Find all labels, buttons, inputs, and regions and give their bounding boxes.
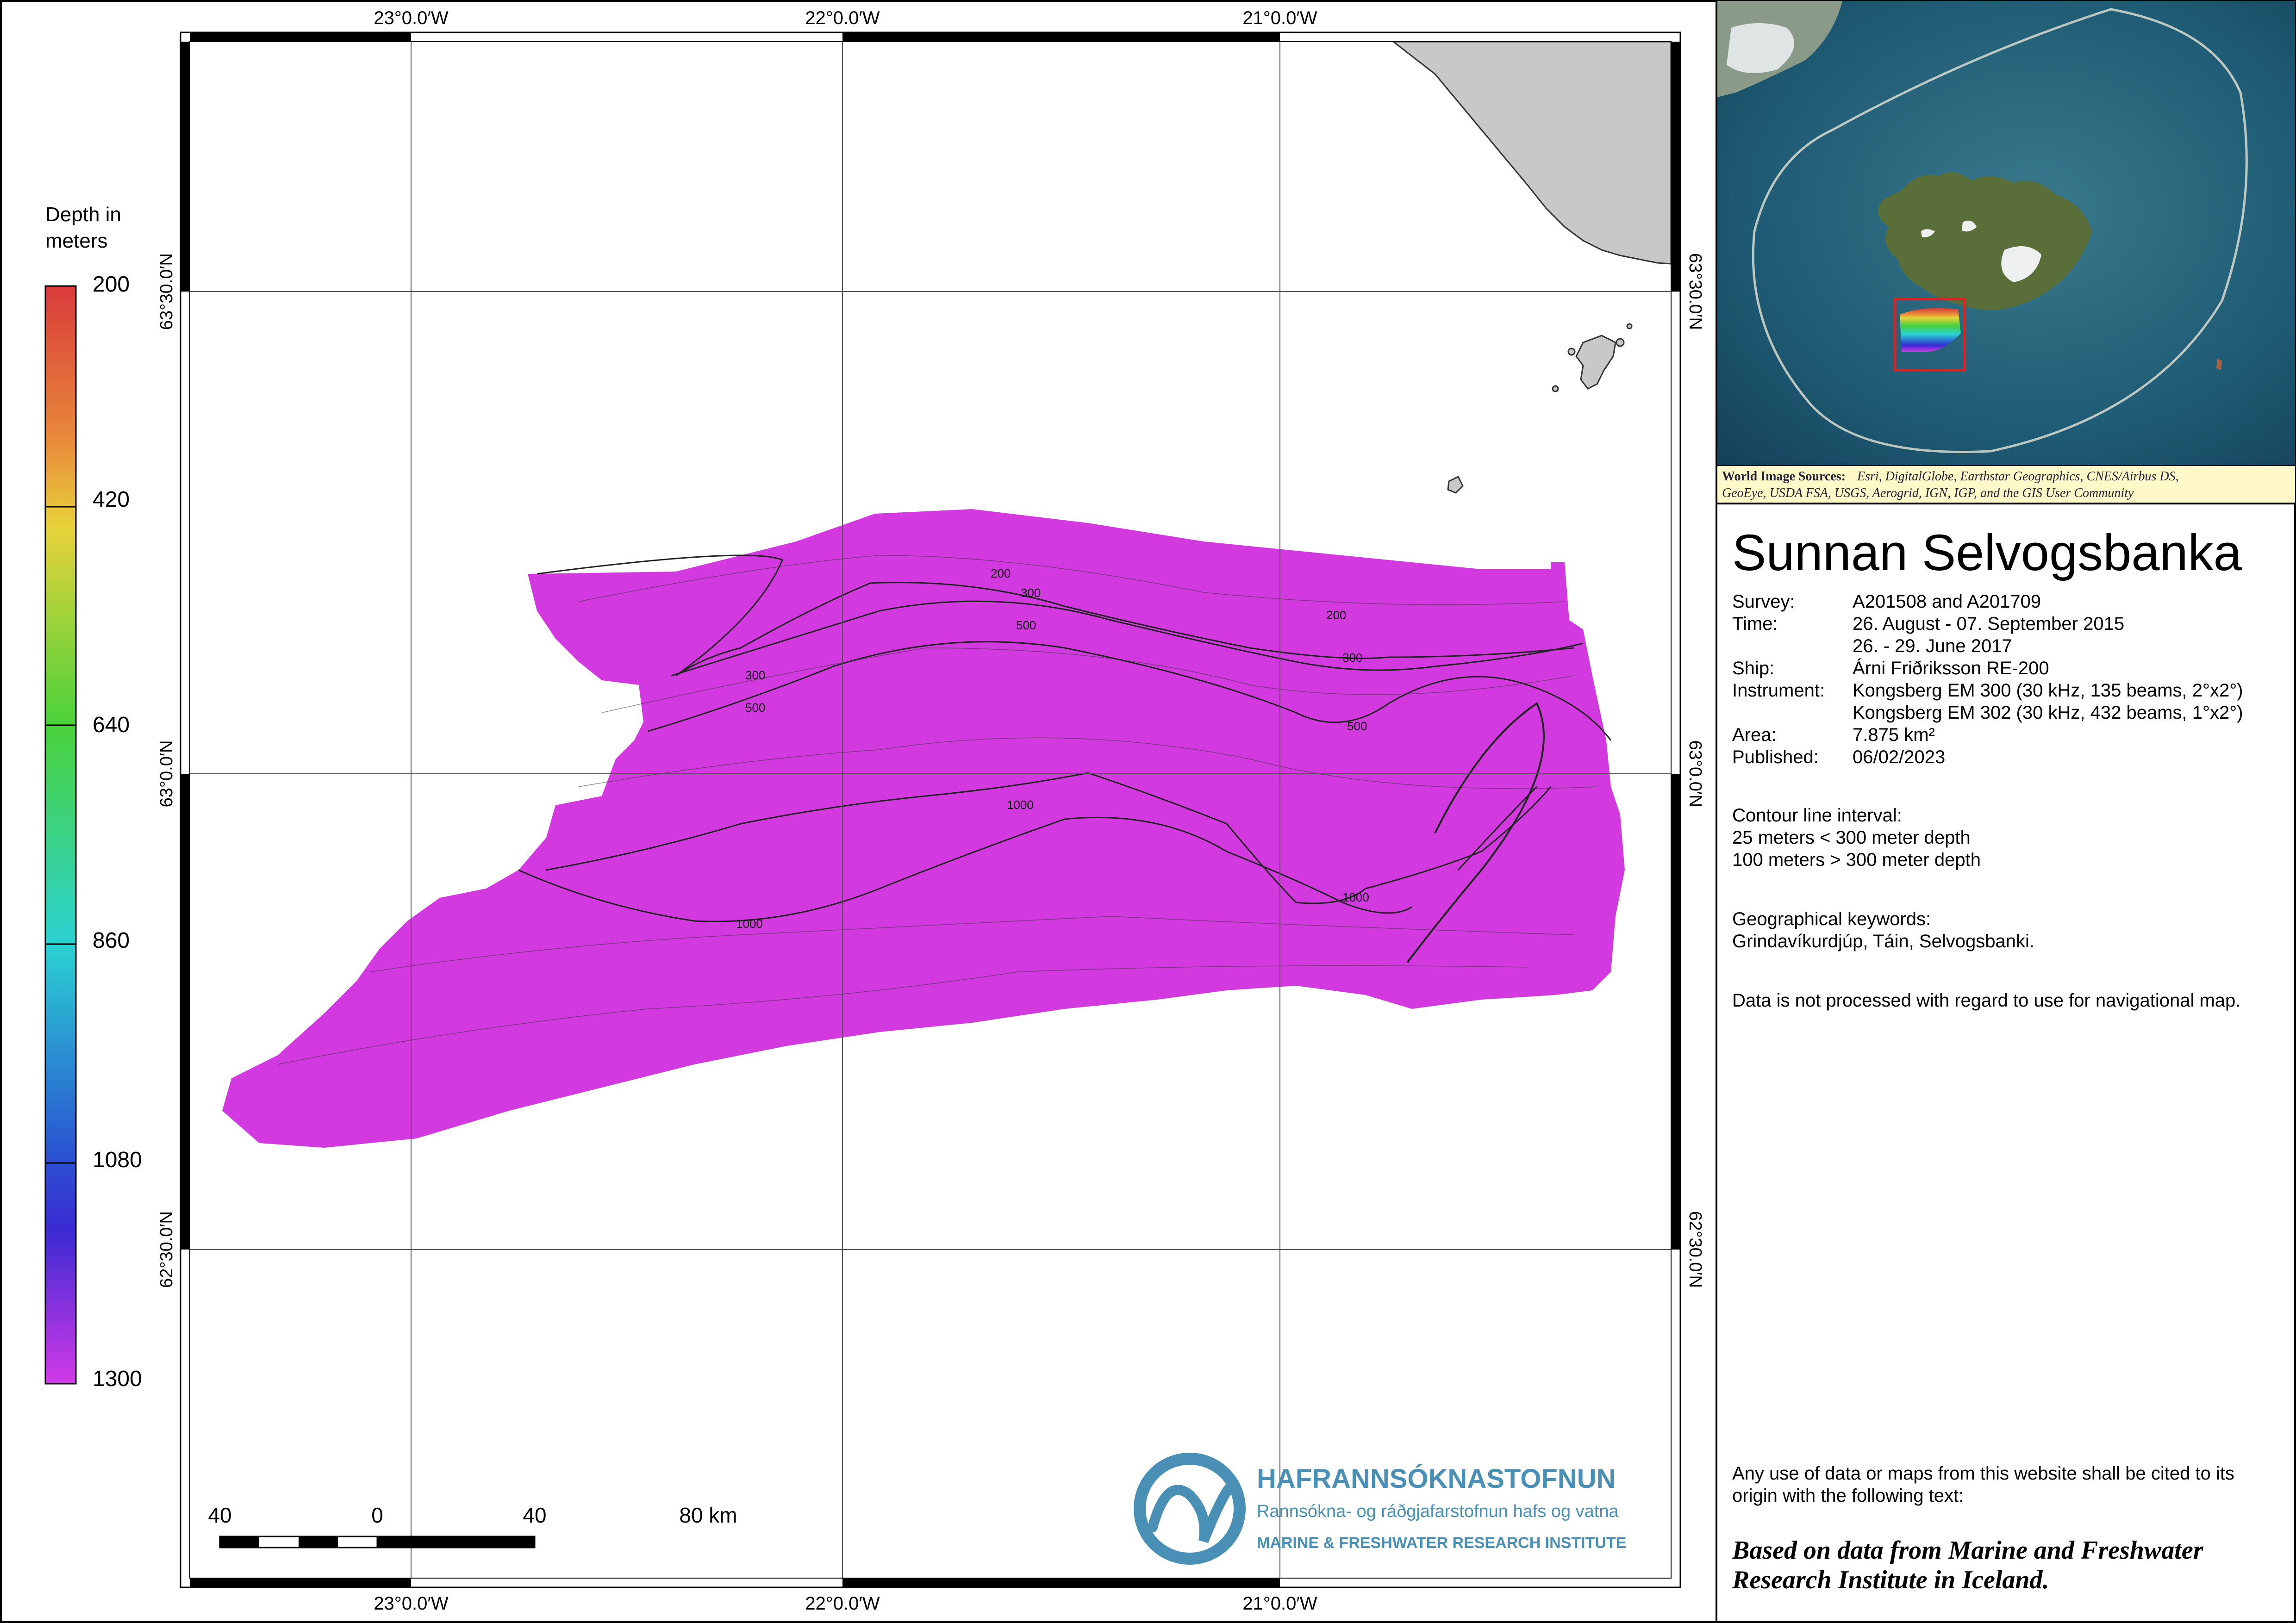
citation-intro: origin with the following text: — [1732, 1485, 2288, 1507]
legend-title: meters — [45, 230, 107, 252]
scale-label: 40 — [523, 1503, 546, 1527]
meta-row: Survey: A201508 and A201709 — [1732, 591, 2288, 613]
contour-line-1: 25 meters < 300 meter depth — [1732, 827, 2288, 849]
meta-row: Ship: Árni Friðriksson RE-200 — [1732, 657, 2288, 679]
nav-disclaimer: Data is not processed with regard to use… — [1732, 989, 2288, 1012]
meta-key: Area: — [1732, 724, 1853, 746]
island-small-3 — [1568, 348, 1575, 355]
lon-label-top: 22°0.0′W — [805, 8, 880, 28]
meta-row: Time: 26. August - 07. September 2015 — [1732, 613, 2288, 635]
meta-value: 7.875 km² — [1853, 724, 2288, 746]
meta-value: Kongsberg EM 300 (30 kHz, 135 beams, 2°x… — [1853, 679, 2288, 702]
meta-value: 26. - 29. June 2017 — [1853, 635, 2288, 657]
lat-label-left: 63°0.0′N — [157, 740, 176, 808]
inset-source-text: Esri, DigitalGlobe, Earthstar Geographic… — [1857, 469, 2179, 484]
citation-text: Based on data from Marine and Freshwater — [1732, 1536, 2288, 1565]
lon-label-bottom: 23°0.0′W — [374, 1593, 449, 1614]
legend-tick: 200 — [93, 272, 130, 297]
lon-label-bottom: 21°0.0′W — [1242, 1593, 1317, 1614]
citation-text: Research Institute in Iceland. — [1732, 1565, 2288, 1595]
lon-label-top: 23°0.0′W — [374, 8, 449, 28]
island-small-5 — [1627, 324, 1632, 329]
inset-source-text: GeoEye, USDA FSA, USGS, Aerogrid, IGN, I… — [1722, 486, 2134, 500]
legend-tick: 860 — [93, 928, 130, 953]
meta-key: Instrument: — [1732, 679, 1853, 702]
scale-label: 40 — [208, 1503, 231, 1527]
lat-label-left: 63°30.0′N — [157, 253, 176, 330]
lat-label-right: 62°30.0′N — [1685, 1211, 1705, 1288]
contour-label: 1000 — [1342, 890, 1369, 904]
meta-key — [1732, 635, 1853, 657]
contour-label: 200 — [1326, 608, 1346, 622]
meta-row: Kongsberg EM 302 (30 kHz, 432 beams, 1°x… — [1732, 702, 2288, 724]
meta-key: Published: — [1732, 746, 1853, 768]
island-small-4 — [1553, 386, 1558, 392]
map-title: Sunnan Selvogsbanka — [1732, 523, 2288, 583]
info-panel: Sunnan Selvogsbanka Survey: A201508 and A… — [1732, 523, 2288, 1012]
keywords-text: Grindavíkurdjúp, Táin, Selvogsbanki. — [1732, 930, 2288, 952]
meta-row: 26. - 29. June 2017 — [1732, 635, 2288, 657]
keywords-info: Geographical keywords: Grindavíkurdjúp, … — [1732, 908, 2288, 952]
meta-key: Ship: — [1732, 657, 1853, 679]
meta-value: Kongsberg EM 302 (30 kHz, 432 beams, 1°x… — [1853, 702, 2288, 724]
citation-intro: Any use of data or maps from this websit… — [1732, 1462, 2288, 1485]
island-small-2 — [1616, 339, 1624, 346]
legend-title: Depth in — [45, 203, 121, 226]
meta-key: Time: — [1732, 613, 1853, 635]
meta-value: 26. August - 07. September 2015 — [1853, 613, 2288, 635]
lon-label-top: 21°0.0′W — [1242, 8, 1317, 28]
metadata-table: Survey: A201508 and A201709 Time: 26. Augu… — [1732, 591, 2288, 768]
contour-label: 300 — [1342, 651, 1362, 665]
scale-label: 80 km — [679, 1503, 737, 1527]
meta-key — [1732, 702, 1853, 724]
contour-label: 300 — [1021, 586, 1041, 600]
lat-label-right: 63°30.0′N — [1685, 253, 1705, 330]
contour-label: 1000 — [736, 917, 763, 931]
lat-label-right: 63°0.0′N — [1685, 740, 1705, 808]
logo-subtitle: Rannsókna- og ráðgjafarstofnun hafs og v… — [1257, 1502, 1619, 1521]
lat-label-left: 62°30.0′N — [157, 1211, 176, 1288]
logo-english: MARINE & FRESHWATER RESEARCH INSTITUTE — [1257, 1534, 1626, 1552]
meta-key: Survey: — [1732, 591, 1853, 613]
citation-panel: Any use of data or maps from this websit… — [1732, 1462, 2288, 1595]
keywords-heading: Geographical keywords: — [1732, 908, 2288, 930]
inset-map[interactable]: World Image Sources: Esri, DigitalGlobe,… — [1717, 1, 2295, 504]
scale-label: 0 — [371, 1503, 383, 1527]
meta-row: Published: 06/02/2023 — [1732, 746, 2288, 768]
contour-label: 500 — [1016, 618, 1036, 632]
inset-source-label: World Image Sources: — [1722, 469, 1846, 484]
legend-tick: 640 — [93, 713, 130, 737]
legend-colorbar — [45, 286, 76, 1384]
contour-label: 200 — [991, 566, 1011, 580]
lon-label-bottom: 22°0.0′W — [805, 1593, 880, 1614]
legend-tick: 420 — [93, 487, 130, 512]
meta-value: A201508 and A201709 — [1853, 591, 2288, 613]
contour-info: Contour line interval: 25 meters < 300 m… — [1732, 804, 2288, 871]
contour-label: 1000 — [1007, 798, 1034, 812]
contour-label: 500 — [745, 701, 765, 715]
contour-label: 500 — [1347, 719, 1367, 733]
legend-tick: 1080 — [93, 1148, 142, 1172]
logo-name: HAFRANNSÓKNASTOFNUN — [1257, 1464, 1616, 1494]
contour-heading: Contour line interval: — [1732, 804, 2288, 827]
depth-legend: Depth in meters 200 420 640 860 1080 130… — [45, 203, 142, 1391]
legend-tick: 1300 — [93, 1367, 142, 1391]
main-map[interactable]: 200 300 500 1000 200 300 500 300 500 100… — [157, 8, 1705, 1614]
contour-line-2: 100 meters > 300 meter depth — [1732, 849, 2288, 871]
contour-label: 300 — [745, 668, 765, 682]
meta-value: 06/02/2023 — [1853, 746, 2288, 768]
meta-value: Árni Friðriksson RE-200 — [1853, 657, 2288, 679]
meta-row: Instrument: Kongsberg EM 300 (30 kHz, 135… — [1732, 679, 2288, 702]
meta-row: Area: 7.875 km² — [1732, 724, 2288, 746]
